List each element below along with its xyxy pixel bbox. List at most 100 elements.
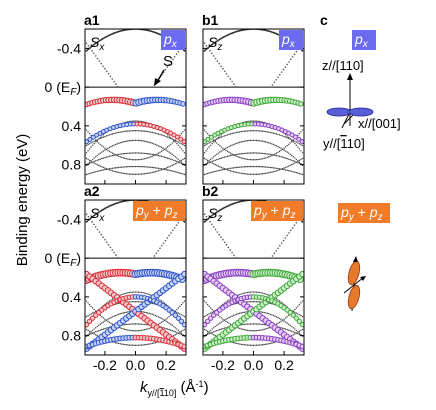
bulk-dot (110, 155, 112, 157)
band-dot (279, 244, 281, 247)
bulk-dot (283, 168, 285, 171)
bulk-dot (287, 165, 290, 167)
bulk-dot (104, 320, 106, 322)
bulk-dot (225, 149, 227, 152)
spin-marker (296, 318, 303, 324)
bulk-dot (228, 322, 230, 325)
bulk-dot (183, 328, 186, 331)
bulk-dot (183, 173, 186, 176)
bulk-dot (246, 291, 249, 294)
bulk-dot (147, 130, 149, 133)
bulk-dot (174, 334, 176, 336)
bulk-dot (90, 331, 92, 333)
band-dot (113, 203, 116, 205)
spin-marker (181, 321, 186, 328)
bulk-dot (292, 334, 294, 336)
bulk-dot (249, 291, 252, 293)
bulk-dot (275, 298, 278, 300)
bulk-dot (301, 173, 304, 176)
bulk-dot (125, 173, 128, 175)
bulk-dot (166, 328, 169, 330)
bulk-dot (108, 321, 111, 324)
bulk-dot (235, 153, 238, 156)
bulk-dot (142, 292, 144, 294)
bulk-dot (291, 163, 293, 166)
bulk-dot (140, 323, 143, 325)
bulk-dot (128, 173, 131, 175)
bulk-dot (124, 130, 126, 133)
bulk-dot (277, 145, 279, 148)
bulk-dot (104, 167, 106, 169)
bulk-dot (214, 154, 216, 157)
y-tick-label: 0.4 (62, 118, 82, 134)
band-dot (227, 246, 230, 249)
bulk-dot (95, 327, 97, 329)
bulk-dot (169, 323, 172, 325)
orbital-badge-text: py + pz (253, 202, 296, 221)
bulk-dot (240, 141, 242, 143)
band-dot (211, 52, 213, 55)
bulk-dot (121, 343, 123, 345)
band-dot (97, 211, 100, 214)
bulk-dot (139, 130, 141, 132)
bulk-dot (182, 131, 184, 133)
bulk-dot (287, 152, 290, 154)
bulk-dot (133, 301, 135, 303)
bulk-dot (239, 172, 241, 174)
bulk-dot (257, 323, 259, 325)
bulk-dot (139, 344, 141, 346)
bulk-dot (162, 301, 164, 303)
band-dot (170, 61, 172, 63)
bulk-dot (130, 301, 132, 303)
bulk-dot (254, 344, 256, 346)
band-dot (229, 32, 232, 35)
bulk-dot (297, 146, 299, 148)
spin-label-a2: Sx (90, 205, 105, 224)
band-dot (275, 79, 277, 81)
bulk-dot (148, 141, 150, 144)
band-dot (215, 211, 218, 214)
bulk-dot (150, 131, 152, 133)
band-dot (291, 55, 294, 58)
band-dot (111, 203, 114, 206)
band-dot (99, 39, 101, 42)
band-dot (235, 201, 238, 204)
band-dot (275, 250, 277, 252)
bulk-dot (271, 154, 273, 157)
band-dot (225, 244, 228, 246)
x-axis-title: ky//[110] (Å-1) (140, 379, 209, 398)
bulk-dot (101, 157, 103, 160)
bulk-dot (88, 314, 91, 316)
bulk-dot (102, 157, 105, 159)
bulk-dot (140, 291, 143, 294)
bulk-dot (283, 318, 285, 320)
bulk-dot (258, 301, 261, 303)
bulk-dot (203, 315, 206, 318)
band-dot (111, 78, 114, 80)
bulk-dot (136, 152, 138, 154)
bulk-dot (265, 153, 267, 155)
bulk-dot (148, 156, 150, 159)
bulk-dot (107, 156, 109, 158)
bulk-dot (111, 145, 114, 147)
bulk-dot (217, 152, 220, 154)
bulk-dot (291, 334, 293, 337)
bulk-dot (235, 166, 238, 169)
bulk-dot (127, 292, 129, 294)
bulk-dot (166, 136, 169, 138)
spin-marker (181, 270, 186, 278)
bulk-dot (121, 293, 123, 296)
bulk-dot (214, 163, 216, 166)
bulk-dot (295, 307, 298, 309)
x-tick-label: 0.2 (156, 357, 176, 373)
bulk-dot (180, 132, 183, 135)
bulk-dot (265, 130, 267, 133)
bulk-dot (234, 166, 236, 169)
bulk-dot (142, 173, 144, 175)
bulk-dot (105, 327, 108, 329)
bulk-dot (169, 169, 172, 172)
bulk-dot (134, 173, 137, 176)
bulk-dot (124, 328, 126, 331)
band-dot (235, 30, 238, 33)
bulk-dot (214, 140, 216, 143)
